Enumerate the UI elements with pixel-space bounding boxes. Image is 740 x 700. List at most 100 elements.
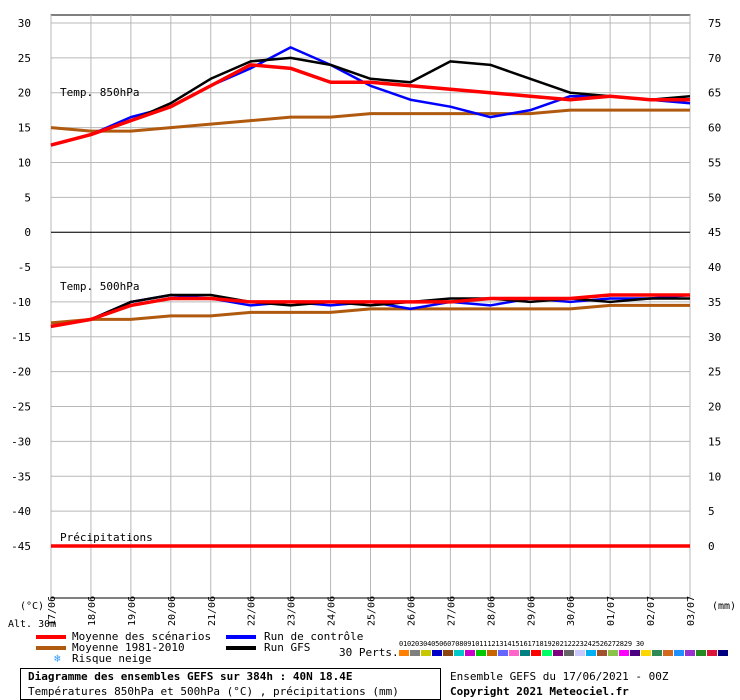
- left-tick-label: -45: [11, 540, 31, 553]
- pert-swatch: [454, 650, 464, 656]
- series-line-t850-0: [50, 63, 690, 147]
- info-subtitle: Températures 850hPa et 500hPa (°C) , pré…: [28, 685, 399, 698]
- series-line-t500-4: [50, 293, 690, 329]
- right-tick-label: 15: [708, 435, 721, 448]
- pert-swatch: [707, 650, 717, 656]
- pert-swatch: [509, 650, 519, 656]
- panel-label-precip: Précipitations: [60, 531, 153, 544]
- legend-label-gfs: Run GFS: [264, 641, 311, 654]
- perts-swatches: [399, 650, 729, 658]
- pert-swatch: [630, 650, 640, 656]
- pert-swatch: [641, 650, 651, 656]
- x-tick-label: 27/06: [446, 596, 457, 626]
- legend-swatch-mean: [36, 635, 66, 639]
- pert-swatch: [608, 650, 618, 656]
- x-tick-label: 22/06: [247, 596, 258, 626]
- right-tick-label: 5: [708, 505, 715, 518]
- run-info: Ensemble GEFS du 17/06/2021 - 00Z: [450, 670, 669, 683]
- left-tick-label: 25: [18, 52, 31, 65]
- right-tick-label: 75: [708, 17, 721, 30]
- right-tick-label: 20: [708, 401, 721, 414]
- pert-swatch: [487, 650, 497, 656]
- pert-swatch: [586, 650, 596, 656]
- right-tick-label: 55: [708, 156, 721, 169]
- x-tick-label: 28/06: [486, 596, 497, 626]
- x-tick-label: 20/06: [167, 596, 178, 626]
- right-tick-label: 65: [708, 87, 721, 100]
- right-tick-label: 70: [708, 52, 721, 65]
- right-tick-label: 45: [708, 226, 721, 239]
- series-line-t500-7: [50, 293, 690, 328]
- x-tick-label: 29/06: [526, 596, 537, 626]
- panel-label-500: Temp. 500hPa: [60, 280, 139, 293]
- x-tick-label: 26/06: [406, 596, 417, 626]
- panel-label-850: Temp. 850hPa: [60, 86, 139, 99]
- right-tick-label: 0: [708, 540, 715, 553]
- perts-numbers: 0102030405060708091011121314151617181920…: [399, 640, 644, 648]
- right-tick-label: 25: [708, 366, 721, 379]
- left-tick-label: -40: [11, 505, 31, 518]
- legend-swatch-control: [226, 635, 256, 639]
- legend: Moyenne des scénarios Run de contrôle Mo…: [0, 628, 400, 668]
- right-tick-label: 50: [708, 191, 721, 204]
- pert-swatch: [465, 650, 475, 656]
- pert-swatch: [553, 650, 563, 656]
- pert-swatch: [564, 650, 574, 656]
- right-tick-label: 10: [708, 470, 721, 483]
- left-tick-label: -35: [11, 470, 31, 483]
- series-line-t500-5: [50, 303, 690, 325]
- legend-label-snow: Risque neige: [72, 652, 152, 665]
- pert-swatch: [696, 650, 706, 656]
- x-tick-label: 18/06: [87, 596, 98, 626]
- copyright: Copyright 2021 Meteociel.fr: [450, 685, 629, 698]
- perts-label: 30 Perts.: [339, 646, 399, 659]
- pert-swatch: [520, 650, 530, 656]
- right-tick-label: 35: [708, 296, 721, 309]
- left-tick-label: -15: [11, 331, 31, 344]
- left-tick-label: -30: [11, 435, 31, 448]
- left-tick-label: 10: [18, 156, 31, 169]
- left-axis-unit: (°C): [20, 601, 44, 612]
- left-tick-label: -10: [11, 296, 31, 309]
- pert-swatch: [619, 650, 629, 656]
- right-tick-label: 30: [708, 331, 721, 344]
- pert-swatch: [476, 650, 486, 656]
- left-tick-label: -20: [11, 366, 31, 379]
- left-tick-label: 5: [24, 191, 31, 204]
- x-tick-label: 03/07: [686, 596, 697, 626]
- right-tick-label: 40: [708, 261, 721, 274]
- pert-swatch: [498, 650, 508, 656]
- x-tick-label: 23/06: [287, 596, 298, 626]
- series-line-t850-1: [50, 108, 690, 133]
- left-tick-label: -5: [18, 261, 31, 274]
- x-tick-label: 24/06: [327, 596, 338, 626]
- pert-swatch: [575, 650, 585, 656]
- left-tick-label: 30: [18, 17, 31, 30]
- info-title: Diagramme des ensembles GEFS sur 384h : …: [28, 670, 353, 683]
- altitude-label: Alt. 30m: [8, 619, 56, 630]
- pert-swatch: [652, 650, 662, 656]
- info-box: Diagramme des ensembles GEFS sur 384h : …: [20, 668, 441, 700]
- pert-swatch: [421, 650, 431, 656]
- snowflake-icon: ❄: [54, 652, 61, 665]
- pert-swatch: [685, 650, 695, 656]
- right-axis-unit: (mm): [712, 601, 736, 612]
- left-tick-label: 0: [24, 226, 31, 239]
- x-tick-label: 21/06: [207, 596, 218, 626]
- pert-swatch: [432, 650, 442, 656]
- pert-swatch: [443, 650, 453, 656]
- left-tick-label: -25: [11, 401, 31, 414]
- x-tick-label: 30/06: [566, 596, 577, 626]
- x-tick-label: 17/06: [47, 596, 58, 626]
- pert-swatch: [399, 650, 409, 656]
- right-tick-label: 60: [708, 122, 721, 135]
- x-tick-label: 25/06: [367, 596, 378, 626]
- pert-swatch: [674, 650, 684, 656]
- left-tick-label: 20: [18, 87, 31, 100]
- legend-swatch-gfs: [226, 646, 256, 650]
- legend-label-mean: Moyenne des scénarios: [72, 630, 212, 643]
- pert-swatch: [663, 650, 673, 656]
- x-tick-label: 02/07: [646, 596, 657, 626]
- x-tick-label: 19/06: [127, 596, 138, 626]
